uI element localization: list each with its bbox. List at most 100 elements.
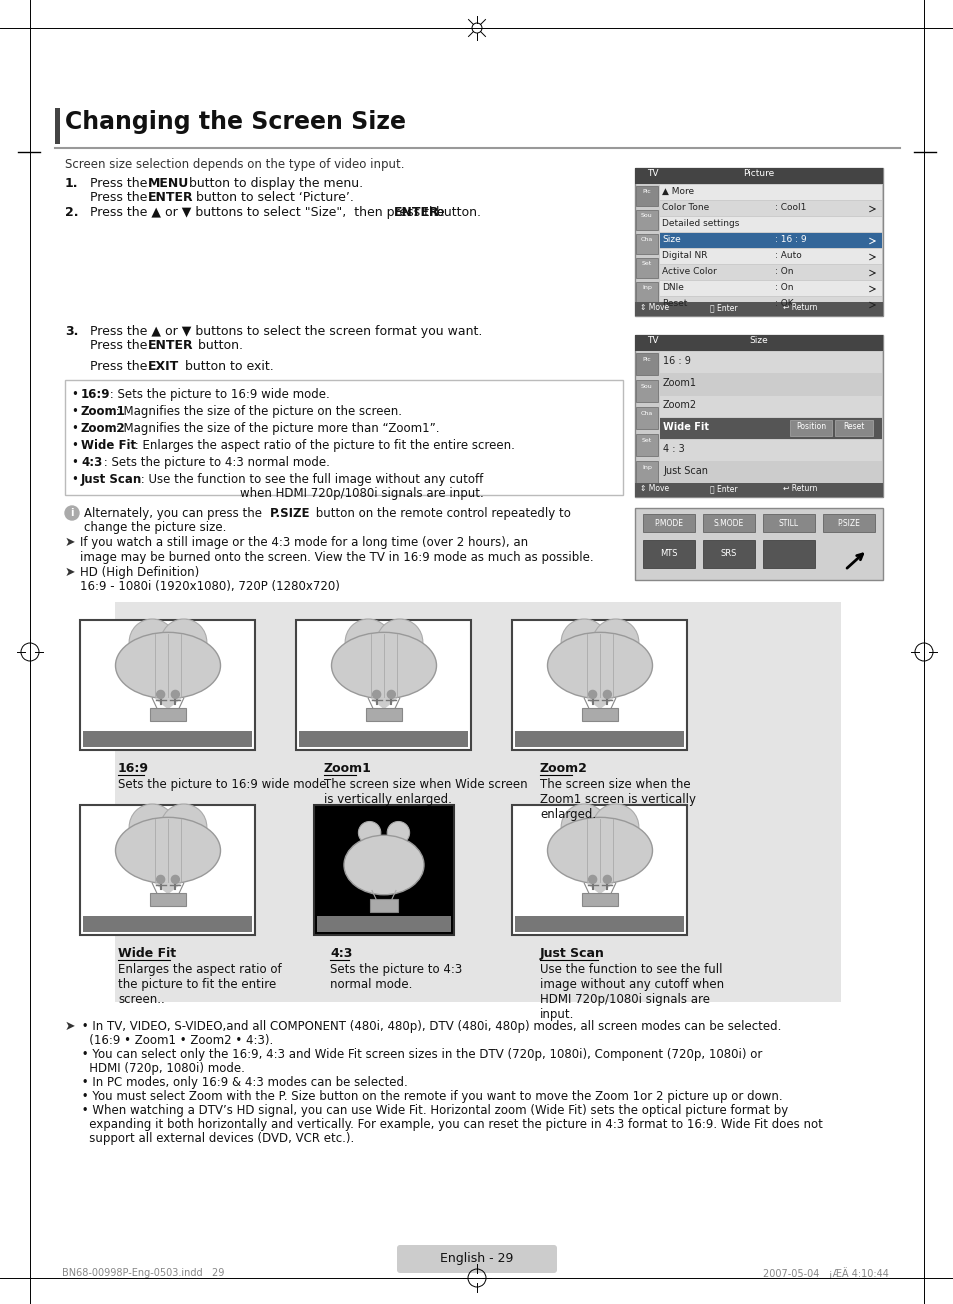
Ellipse shape <box>560 805 607 850</box>
Bar <box>659 396 882 417</box>
Text: Sou: Sou <box>640 213 652 218</box>
Bar <box>636 233 658 254</box>
Text: TV: TV <box>646 336 658 346</box>
Bar <box>635 509 882 580</box>
Ellipse shape <box>560 619 607 665</box>
Bar <box>635 168 882 316</box>
Text: Screen size selection depends on the type of video input.: Screen size selection depends on the typ… <box>65 158 404 171</box>
Polygon shape <box>371 698 396 708</box>
Ellipse shape <box>160 619 207 665</box>
Bar <box>642 540 695 569</box>
Text: TV: TV <box>646 170 658 179</box>
Text: : Auto: : Auto <box>774 250 801 259</box>
Text: Just Scan: Just Scan <box>539 947 604 960</box>
Circle shape <box>387 690 395 699</box>
Ellipse shape <box>160 805 207 850</box>
Ellipse shape <box>331 632 436 699</box>
Polygon shape <box>587 883 612 893</box>
Text: : Magnifies the size of the picture more than “Zoom1”.: : Magnifies the size of the picture more… <box>112 422 439 436</box>
Text: ENTER: ENTER <box>148 339 193 352</box>
Bar <box>636 434 658 456</box>
Text: Press the: Press the <box>90 177 152 190</box>
Bar <box>659 439 882 462</box>
Ellipse shape <box>344 836 423 895</box>
Text: change the picture size.: change the picture size. <box>84 522 226 535</box>
Text: ↩ Return: ↩ Return <box>782 484 817 493</box>
Text: The screen size when Wide screen
is vertically enlarged.: The screen size when Wide screen is vert… <box>324 778 527 806</box>
Text: Press the: Press the <box>90 339 152 352</box>
Text: Cha: Cha <box>640 411 653 416</box>
Text: Use the function to see the full
image without any cutoff when
HDMI 720p/1080i s: Use the function to see the full image w… <box>539 962 723 1021</box>
Text: P.SIZE: P.SIZE <box>270 507 310 520</box>
Bar <box>636 379 658 402</box>
Text: •: • <box>71 439 78 452</box>
Text: S.MODE: S.MODE <box>713 519 743 528</box>
Text: Wide Fit: Wide Fit <box>118 947 176 960</box>
Text: Zoom2  ⇔ Move: Zoom2 ⇔ Move <box>563 734 636 743</box>
Text: button to select ‘Picture’.: button to select ‘Picture’. <box>192 190 354 203</box>
Bar <box>636 462 658 482</box>
Bar <box>635 482 882 497</box>
Text: Sets the picture to 4:3
normal mode.: Sets the picture to 4:3 normal mode. <box>330 962 462 991</box>
Bar <box>642 514 695 532</box>
Text: button.: button. <box>432 206 480 219</box>
Text: • In TV, VIDEO, S-VIDEO,and all COMPONENT (480i, 480p), DTV (480i, 480p) modes, : • In TV, VIDEO, S-VIDEO,and all COMPONEN… <box>78 1020 781 1033</box>
Ellipse shape <box>376 619 422 665</box>
Bar <box>659 216 882 232</box>
Text: Zoom1  ⇔ Move: Zoom1 ⇔ Move <box>348 734 419 743</box>
Text: Zoom2: Zoom2 <box>539 762 587 775</box>
Circle shape <box>588 875 596 883</box>
Text: : Enlarges the aspect ratio of the picture to fit the entire screen.: : Enlarges the aspect ratio of the pictu… <box>131 439 514 452</box>
Bar <box>702 540 754 569</box>
Bar <box>370 898 397 911</box>
Text: Zoom2: Zoom2 <box>662 400 697 409</box>
Circle shape <box>65 506 79 520</box>
Text: Set: Set <box>641 438 652 443</box>
Bar <box>150 893 186 906</box>
Bar <box>515 915 684 932</box>
Bar <box>65 379 622 496</box>
Text: Alternately, you can press the: Alternately, you can press the <box>84 507 266 520</box>
Text: support all external devices (DVD, VCR etc.).: support all external devices (DVD, VCR e… <box>78 1132 354 1145</box>
Ellipse shape <box>115 632 220 699</box>
Text: Sets the picture to 16:9 wide mode.: Sets the picture to 16:9 wide mode. <box>118 778 330 792</box>
Text: Position: Position <box>795 422 825 432</box>
Text: Set: Set <box>641 261 652 266</box>
Text: •: • <box>71 389 78 402</box>
Bar <box>635 303 882 316</box>
Ellipse shape <box>592 805 639 850</box>
Text: Zoom1: Zoom1 <box>81 406 126 419</box>
Bar <box>659 265 882 280</box>
Text: : Use the function to see the full image without any cutoff: : Use the function to see the full image… <box>136 473 482 486</box>
Text: Press the: Press the <box>90 190 152 203</box>
Text: Pic: Pic <box>642 357 651 363</box>
Bar <box>84 915 253 932</box>
Bar <box>659 280 882 296</box>
Text: MENU: MENU <box>148 177 189 190</box>
Text: English - 29: English - 29 <box>440 1252 513 1265</box>
Text: Just Scan: Just Scan <box>662 466 707 476</box>
Bar <box>84 732 253 747</box>
Bar <box>636 210 658 230</box>
Text: If you watch a still image or the 4:3 mode for a long time (over 2 hours), an
im: If you watch a still image or the 4:3 mo… <box>80 536 593 565</box>
Text: • In PC modes, only 16:9 & 4:3 modes can be selected.: • In PC modes, only 16:9 & 4:3 modes can… <box>78 1076 407 1089</box>
Text: : Sets the picture to 4:3 normal mode.: : Sets the picture to 4:3 normal mode. <box>99 456 329 469</box>
Bar <box>512 619 687 750</box>
Text: •: • <box>71 456 78 469</box>
Bar <box>635 335 882 497</box>
Bar <box>636 258 658 278</box>
Text: Inp: Inp <box>641 286 651 289</box>
Text: •: • <box>71 422 78 436</box>
Text: P.SIZE: P.SIZE <box>837 519 860 528</box>
Text: Reset: Reset <box>661 299 687 308</box>
Bar <box>659 185 882 200</box>
Text: Just Scan: Just Scan <box>578 919 620 928</box>
Bar <box>659 297 882 312</box>
Text: Size: Size <box>661 235 680 244</box>
Polygon shape <box>155 883 180 893</box>
Text: 4:3: 4:3 <box>330 947 352 960</box>
Bar <box>659 352 882 373</box>
Bar <box>789 420 831 436</box>
Text: : Magnifies the size of the picture on the screen.: : Magnifies the size of the picture on t… <box>112 406 401 419</box>
Text: Color Tone: Color Tone <box>661 203 708 213</box>
